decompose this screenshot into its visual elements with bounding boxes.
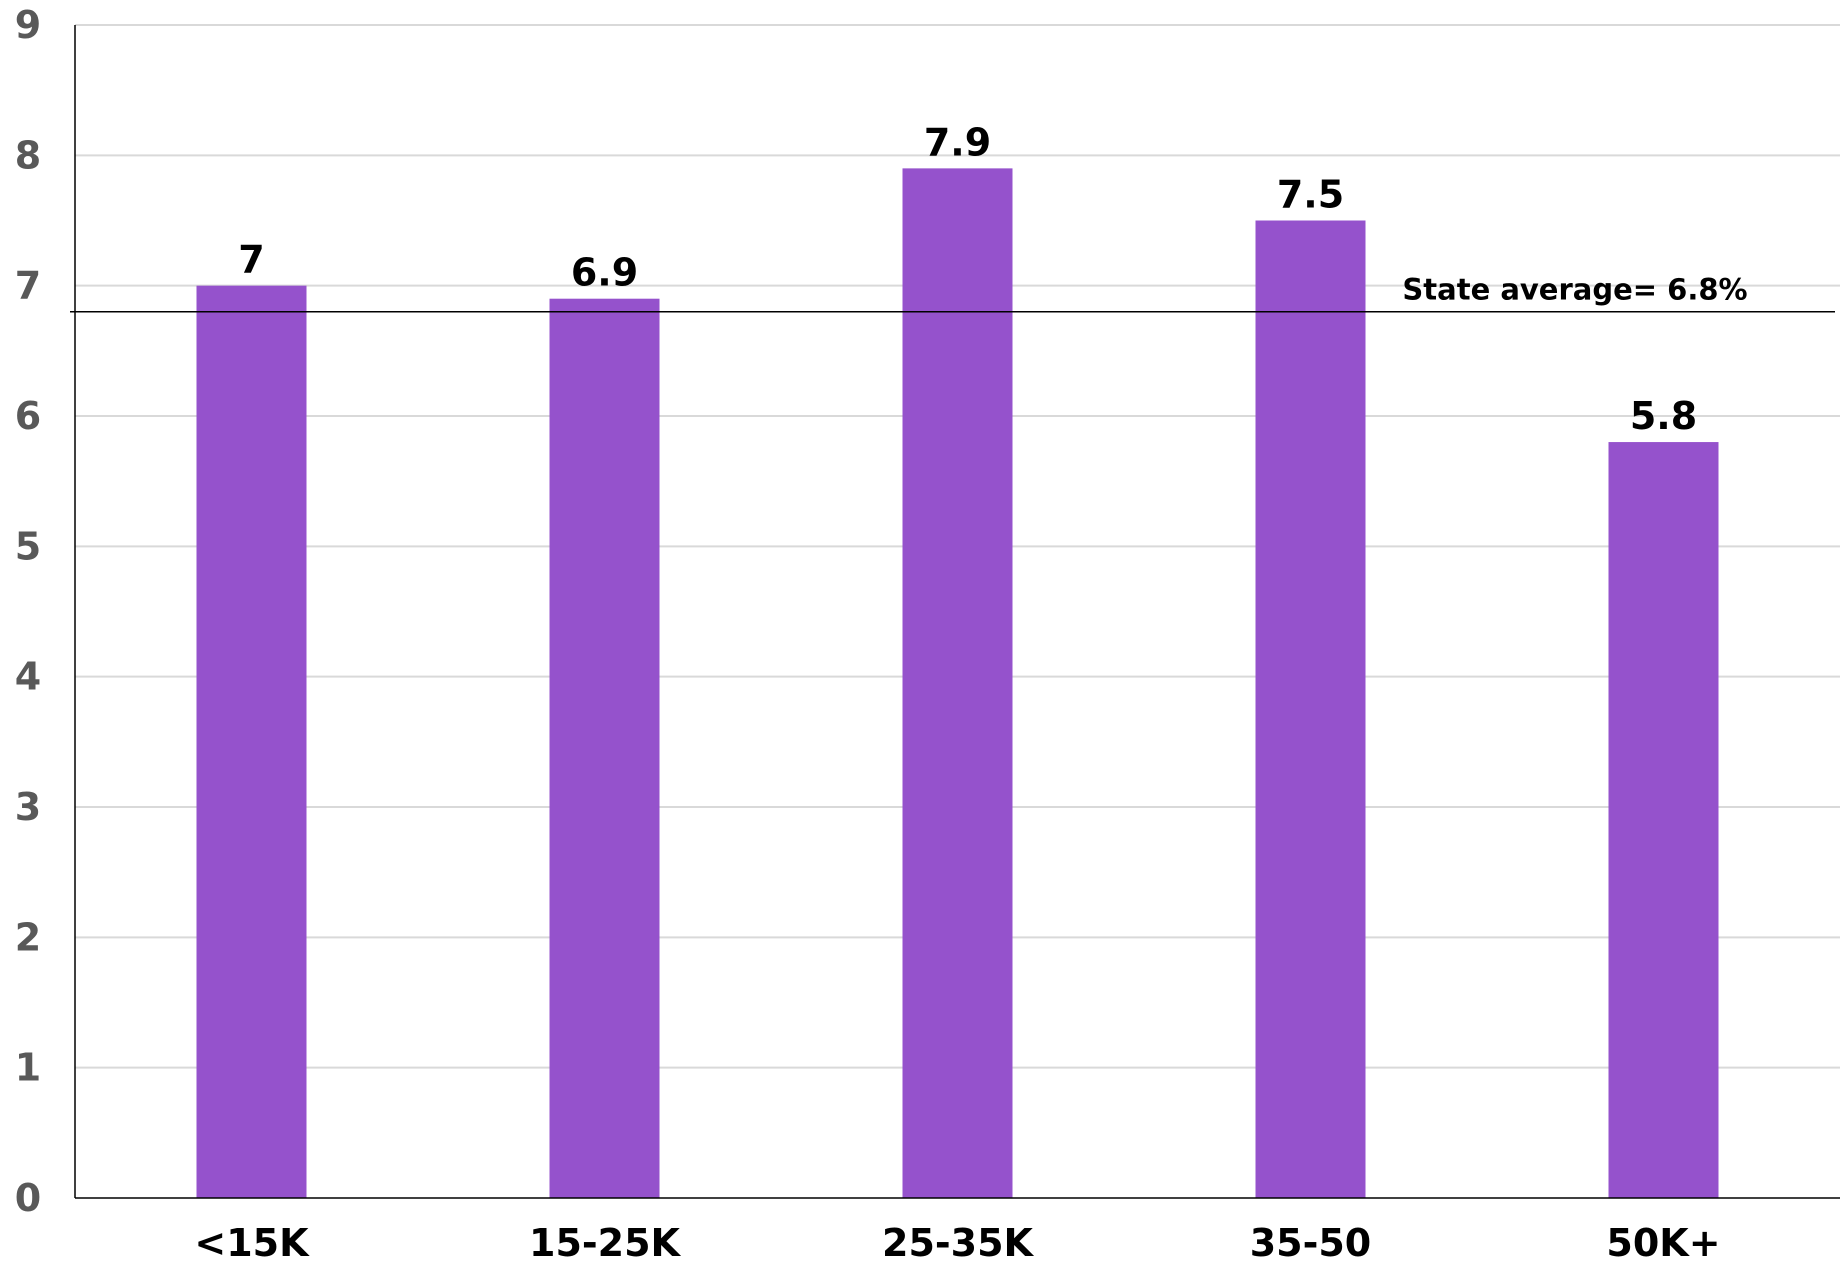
y-tick-label: 5 <box>15 524 41 568</box>
reference-line-group: State average= 6.8% <box>70 273 1835 313</box>
data-labels: 7 6.9 7.9 7.5 5.8 <box>238 120 1697 438</box>
axes <box>74 25 1840 1199</box>
data-label: 7.9 <box>924 120 991 164</box>
bar <box>902 168 1013 1198</box>
x-tick-label: 25-35K <box>882 1221 1035 1265</box>
y-tick-label: 8 <box>15 133 41 177</box>
data-label: 5.8 <box>1630 394 1697 438</box>
x-axis-ticks: <15K 15-25K 25-35K 35-50 50K+ <box>194 1221 1720 1265</box>
bar <box>1255 220 1366 1198</box>
data-label: 7 <box>238 238 264 282</box>
x-tick-label: 50K+ <box>1606 1221 1720 1265</box>
data-label: 7.5 <box>1277 173 1344 217</box>
bar <box>1608 442 1719 1199</box>
y-axis-ticks: 0 1 2 3 4 5 6 7 8 9 <box>15 3 41 1220</box>
data-label: 6.9 <box>571 251 638 295</box>
state-average-label: State average= 6.8% <box>1402 273 1747 307</box>
bar <box>549 298 660 1198</box>
y-tick-label: 6 <box>15 394 41 438</box>
x-tick-label: 15-25K <box>529 1221 682 1265</box>
y-tick-label: 1 <box>15 1046 41 1090</box>
y-tick-label: 2 <box>15 915 41 959</box>
bar <box>196 285 307 1199</box>
y-tick-label: 7 <box>15 264 41 308</box>
y-tick-label: 9 <box>15 3 41 47</box>
x-tick-label: <15K <box>194 1221 310 1265</box>
y-tick-label: 4 <box>15 655 41 699</box>
bars <box>196 168 1719 1199</box>
y-tick-label: 0 <box>15 1176 41 1220</box>
y-tick-label: 3 <box>15 785 41 829</box>
x-tick-label: 35-50 <box>1250 1221 1372 1265</box>
